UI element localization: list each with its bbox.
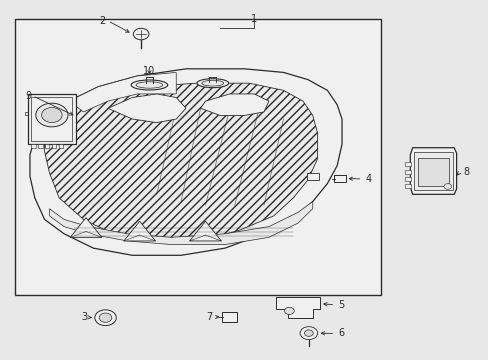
FancyBboxPatch shape: [405, 170, 410, 174]
Circle shape: [36, 103, 68, 127]
Text: 7: 7: [206, 312, 212, 322]
Text: 10: 10: [143, 66, 155, 76]
FancyBboxPatch shape: [405, 184, 410, 188]
Polygon shape: [409, 148, 456, 194]
FancyBboxPatch shape: [405, 177, 410, 181]
FancyBboxPatch shape: [52, 144, 56, 148]
Polygon shape: [108, 94, 185, 123]
FancyBboxPatch shape: [38, 144, 42, 148]
FancyBboxPatch shape: [405, 162, 410, 166]
Circle shape: [304, 330, 313, 336]
Circle shape: [443, 184, 451, 189]
Polygon shape: [123, 221, 155, 241]
Circle shape: [41, 108, 62, 122]
Polygon shape: [30, 69, 341, 255]
Ellipse shape: [202, 80, 224, 86]
Ellipse shape: [131, 80, 167, 90]
Text: 1: 1: [251, 14, 257, 24]
Text: 2: 2: [99, 16, 105, 26]
Text: 8: 8: [462, 167, 468, 177]
FancyBboxPatch shape: [307, 173, 319, 180]
Polygon shape: [69, 72, 176, 112]
FancyBboxPatch shape: [413, 152, 452, 190]
Text: 3: 3: [81, 312, 87, 322]
FancyBboxPatch shape: [45, 144, 49, 148]
Polygon shape: [276, 297, 320, 318]
Ellipse shape: [136, 82, 163, 88]
Circle shape: [284, 307, 294, 315]
Circle shape: [133, 28, 149, 40]
Text: 5: 5: [337, 300, 344, 310]
Text: 6: 6: [337, 328, 344, 338]
Ellipse shape: [197, 79, 228, 87]
FancyBboxPatch shape: [333, 175, 345, 182]
Circle shape: [95, 310, 116, 325]
Polygon shape: [44, 83, 317, 241]
Text: 9: 9: [25, 91, 31, 101]
Polygon shape: [49, 202, 312, 244]
Bar: [15, 19, 380, 295]
FancyBboxPatch shape: [59, 144, 63, 148]
FancyBboxPatch shape: [222, 312, 236, 322]
Polygon shape: [200, 94, 268, 116]
FancyBboxPatch shape: [31, 144, 36, 148]
Polygon shape: [189, 221, 221, 241]
FancyBboxPatch shape: [27, 94, 76, 144]
Text: 4: 4: [365, 174, 371, 184]
Polygon shape: [70, 218, 102, 237]
FancyBboxPatch shape: [417, 158, 448, 186]
FancyBboxPatch shape: [31, 97, 72, 140]
Circle shape: [300, 327, 317, 339]
Circle shape: [99, 313, 112, 322]
